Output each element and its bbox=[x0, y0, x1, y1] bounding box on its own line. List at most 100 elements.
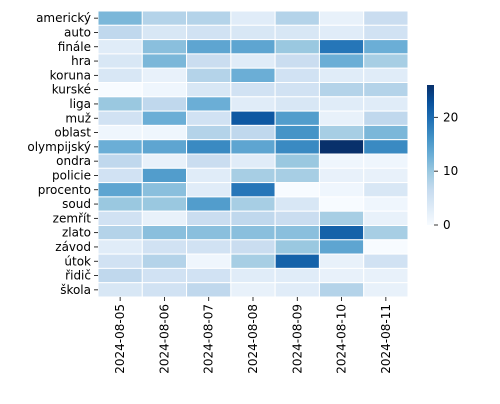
heatmap-cell bbox=[141, 24, 188, 41]
row-label: muž bbox=[65, 111, 91, 125]
heatmap-cell bbox=[318, 124, 365, 141]
heatmap-cell bbox=[318, 239, 365, 255]
heatmap-cell bbox=[97, 196, 143, 212]
heatmap-cell bbox=[318, 182, 365, 198]
heatmap-cell bbox=[230, 139, 276, 155]
colorbar-tick-label: 0 bbox=[443, 218, 451, 232]
heatmap-cell bbox=[141, 253, 188, 269]
heatmap-cell bbox=[186, 110, 232, 126]
heatmap-cell bbox=[318, 282, 365, 298]
heatmap-cell bbox=[230, 182, 276, 198]
heatmap-cell bbox=[97, 267, 143, 284]
heatmap-cell bbox=[97, 10, 143, 26]
row-label: auto bbox=[64, 25, 91, 39]
heatmap-cell bbox=[97, 225, 143, 241]
heatmap-cell bbox=[363, 210, 409, 226]
row-label: liga bbox=[69, 97, 91, 111]
heatmap-cell bbox=[141, 267, 188, 284]
heatmap-cell bbox=[363, 110, 409, 126]
heatmap-cell bbox=[230, 124, 276, 141]
heatmap-cell bbox=[97, 53, 143, 69]
heatmap-cell bbox=[141, 82, 188, 98]
row-label: závod bbox=[55, 240, 91, 254]
heatmap-cell bbox=[141, 110, 188, 126]
heatmap-cell bbox=[141, 225, 188, 241]
heatmap-cell bbox=[186, 253, 232, 269]
row-label: olympijský bbox=[27, 140, 91, 154]
heatmap-cell bbox=[141, 124, 188, 141]
row-label: útok bbox=[64, 254, 91, 268]
heatmap-cell bbox=[230, 196, 276, 212]
heatmap-cell bbox=[186, 225, 232, 241]
heatmap-cell bbox=[186, 96, 232, 112]
colorbar-tick-label: 10 bbox=[443, 164, 458, 178]
heatmap-cell bbox=[186, 67, 232, 83]
heatmap-cell bbox=[318, 210, 365, 226]
heatmap-cell bbox=[363, 239, 409, 255]
heatmap-cell bbox=[97, 24, 143, 41]
heatmap-cell bbox=[274, 167, 320, 184]
heatmap-cell bbox=[97, 110, 143, 126]
heatmap-cell bbox=[363, 82, 409, 98]
colorbar: 0 10 20 bbox=[427, 85, 458, 232]
column-label: 2024-08-07 bbox=[202, 304, 216, 374]
row-label: procento bbox=[38, 183, 91, 197]
heatmap-cell bbox=[141, 167, 188, 184]
heatmap-cell bbox=[186, 239, 232, 255]
heatmap-cell bbox=[141, 139, 188, 155]
heatmap-cell bbox=[230, 82, 276, 98]
heatmap-cell bbox=[363, 39, 409, 55]
heatmap-cell bbox=[141, 282, 188, 298]
heatmap-cell bbox=[363, 225, 409, 241]
row-labels: americkýautofinálehrakorunakurskéligamuž… bbox=[27, 11, 98, 297]
heatmap-cell bbox=[363, 53, 409, 69]
heatmap-cell bbox=[186, 182, 232, 198]
column-label: 2024-08-10 bbox=[335, 304, 349, 374]
heatmap-cell bbox=[186, 267, 232, 284]
heatmap-cell bbox=[318, 39, 365, 55]
heatmap-cell bbox=[230, 210, 276, 226]
heatmap-cell bbox=[230, 110, 276, 126]
heatmap-cell bbox=[97, 39, 143, 55]
heatmap-cell bbox=[274, 67, 320, 83]
row-label: americký bbox=[36, 11, 91, 25]
heatmap-cell bbox=[141, 10, 188, 26]
heatmap-cell bbox=[230, 253, 276, 269]
heatmap-cell bbox=[141, 196, 188, 212]
heatmap-cell bbox=[274, 124, 320, 141]
heatmap-cell bbox=[274, 239, 320, 255]
column-label: 2024-08-11 bbox=[379, 304, 393, 374]
heatmap-cell bbox=[363, 153, 409, 169]
heatmap-cell bbox=[230, 153, 276, 169]
heatmap-cell bbox=[363, 282, 409, 298]
row-label: ondra bbox=[56, 154, 91, 168]
heatmap-cell bbox=[318, 196, 365, 212]
heatmap-cell bbox=[230, 24, 276, 41]
heatmap-cell bbox=[274, 53, 320, 69]
heatmap-cell bbox=[318, 253, 365, 269]
heatmap-cell bbox=[318, 267, 365, 284]
heatmap-cell bbox=[186, 124, 232, 141]
heatmap-cell bbox=[318, 110, 365, 126]
heatmap-cell bbox=[363, 253, 409, 269]
heatmap-cell bbox=[274, 153, 320, 169]
heatmap-cell bbox=[318, 82, 365, 98]
heatmap-cell bbox=[230, 267, 276, 284]
column-label: 2024-08-05 bbox=[113, 304, 127, 374]
heatmap-cell bbox=[318, 139, 365, 155]
heatmap-cell bbox=[318, 10, 365, 26]
heatmap-cell bbox=[97, 82, 143, 98]
heatmap-cell bbox=[318, 167, 365, 184]
heatmap-cell bbox=[230, 96, 276, 112]
heatmap-cell bbox=[230, 53, 276, 69]
heatmap-cell bbox=[97, 67, 143, 83]
heatmap-cell bbox=[363, 24, 409, 41]
heatmap-cell bbox=[141, 39, 188, 55]
heatmap-cell bbox=[186, 167, 232, 184]
heatmap-cell bbox=[274, 225, 320, 241]
row-label: řidič bbox=[65, 269, 91, 283]
heatmap-cell bbox=[274, 110, 320, 126]
heatmap-cell bbox=[230, 39, 276, 55]
heatmap-cell bbox=[141, 153, 188, 169]
